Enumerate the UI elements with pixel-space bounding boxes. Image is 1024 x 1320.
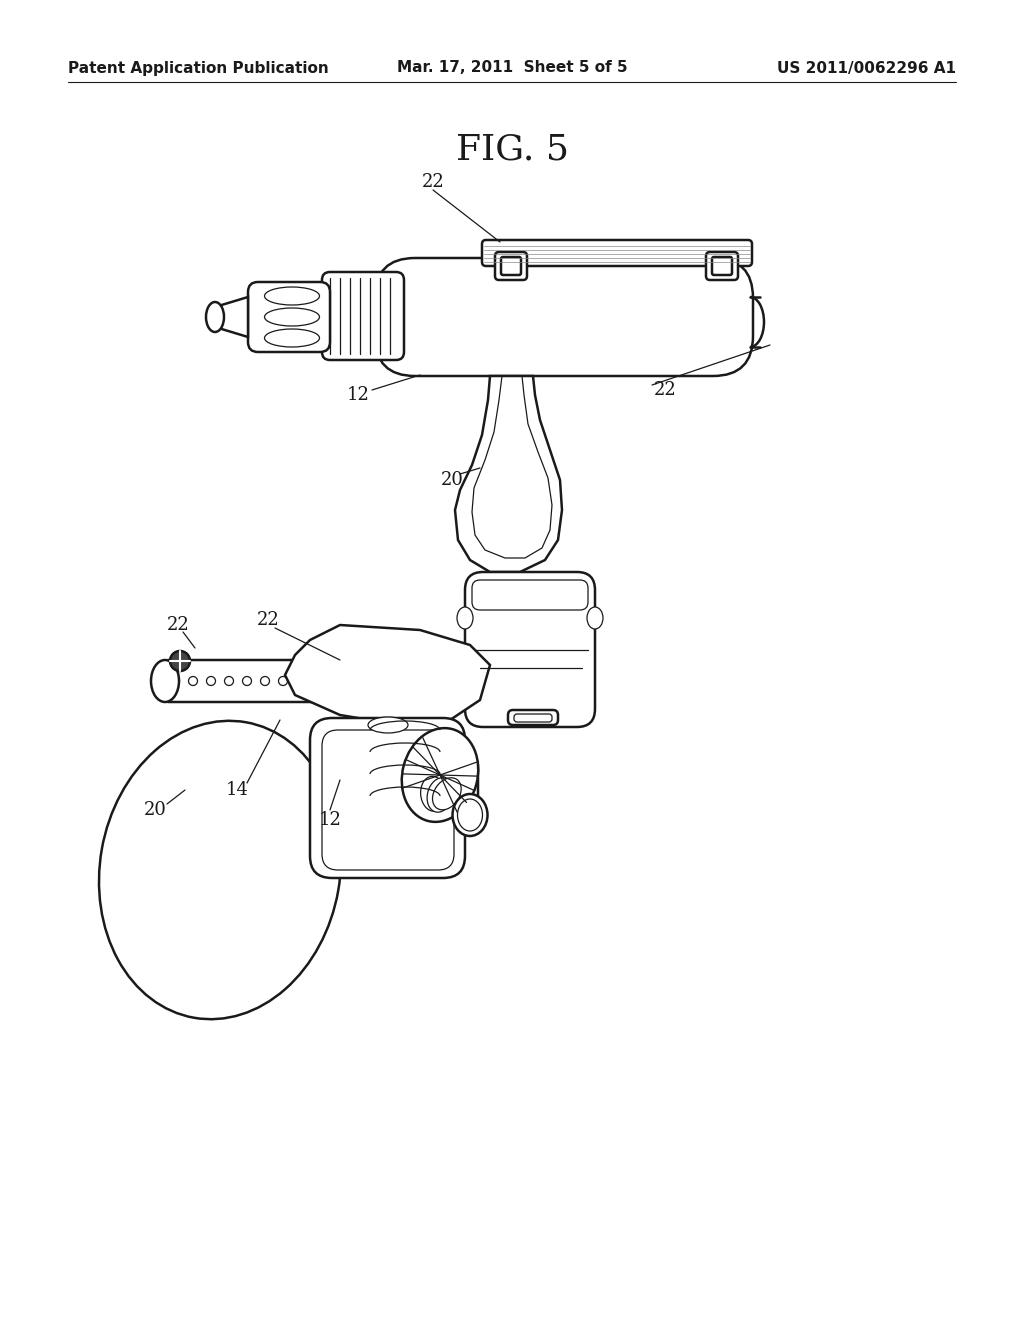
FancyBboxPatch shape [712, 257, 732, 275]
Text: 14: 14 [225, 781, 249, 799]
Text: 20: 20 [143, 801, 167, 818]
Ellipse shape [314, 676, 324, 685]
Ellipse shape [151, 660, 179, 702]
FancyBboxPatch shape [501, 257, 521, 275]
Text: 20: 20 [440, 471, 464, 488]
Ellipse shape [427, 777, 453, 812]
Text: 22: 22 [257, 611, 280, 630]
Ellipse shape [243, 676, 252, 685]
FancyBboxPatch shape [375, 257, 753, 376]
Text: 22: 22 [422, 173, 444, 191]
Ellipse shape [99, 721, 341, 1019]
FancyBboxPatch shape [706, 252, 738, 280]
Ellipse shape [587, 607, 603, 630]
FancyBboxPatch shape [465, 572, 595, 727]
Ellipse shape [376, 655, 394, 673]
Text: Patent Application Publication: Patent Application Publication [68, 61, 329, 75]
Ellipse shape [457, 607, 473, 630]
Polygon shape [215, 297, 248, 337]
FancyBboxPatch shape [248, 282, 330, 352]
Ellipse shape [453, 795, 487, 836]
FancyBboxPatch shape [322, 272, 404, 360]
Ellipse shape [401, 729, 478, 822]
Ellipse shape [264, 286, 319, 305]
Text: US 2011/0062296 A1: US 2011/0062296 A1 [777, 61, 956, 75]
Ellipse shape [264, 308, 319, 326]
Text: 12: 12 [318, 810, 341, 829]
Text: 22: 22 [653, 381, 677, 399]
Ellipse shape [207, 676, 215, 685]
FancyBboxPatch shape [514, 714, 552, 722]
Ellipse shape [297, 676, 305, 685]
Ellipse shape [206, 302, 224, 333]
FancyBboxPatch shape [508, 710, 558, 725]
Text: Mar. 17, 2011  Sheet 5 of 5: Mar. 17, 2011 Sheet 5 of 5 [396, 61, 628, 75]
FancyBboxPatch shape [386, 661, 424, 700]
Ellipse shape [279, 676, 288, 685]
Ellipse shape [421, 776, 445, 812]
Ellipse shape [188, 676, 198, 685]
Text: 12: 12 [346, 385, 370, 404]
Ellipse shape [368, 717, 408, 733]
FancyBboxPatch shape [462, 760, 478, 805]
FancyBboxPatch shape [310, 718, 465, 878]
Ellipse shape [333, 676, 341, 685]
Text: FIG. 5: FIG. 5 [456, 133, 568, 168]
Ellipse shape [264, 329, 319, 347]
Polygon shape [285, 624, 490, 725]
FancyBboxPatch shape [380, 655, 430, 705]
Polygon shape [455, 376, 562, 572]
FancyBboxPatch shape [472, 579, 588, 610]
Ellipse shape [224, 676, 233, 685]
Ellipse shape [171, 676, 179, 685]
Text: 22: 22 [167, 616, 189, 634]
Ellipse shape [260, 676, 269, 685]
FancyBboxPatch shape [495, 252, 527, 280]
Ellipse shape [170, 651, 190, 671]
FancyBboxPatch shape [165, 660, 385, 702]
Ellipse shape [432, 777, 461, 810]
FancyBboxPatch shape [482, 240, 752, 267]
